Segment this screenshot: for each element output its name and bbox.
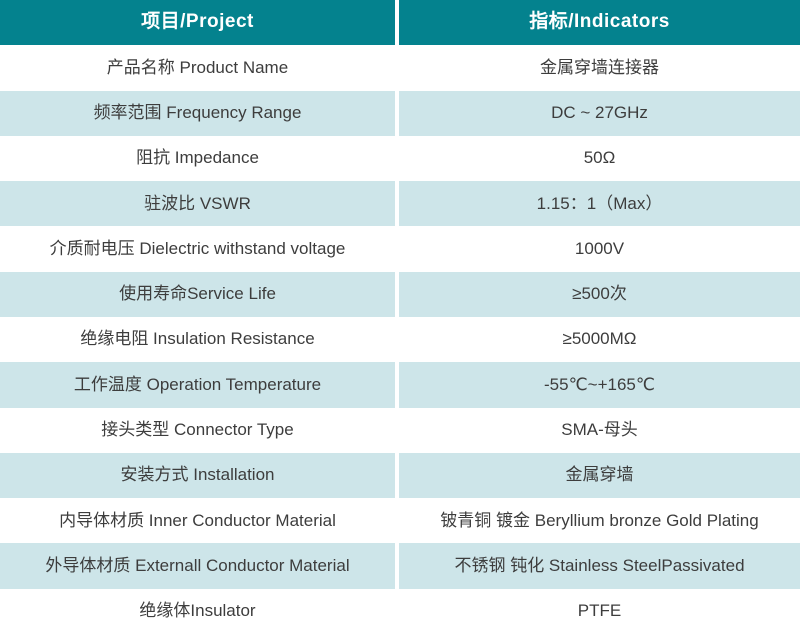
indicator-cell: ≥500次 (399, 271, 800, 317)
table-row-insulator: 绝缘体Insulator PTFE (0, 588, 800, 634)
project-cell: 阻抗 Impedance (0, 135, 395, 182)
indicator-cell: ≥5000MΩ (399, 316, 800, 363)
project-cell: 外导体材质 Externall Conductor Material (0, 543, 395, 589)
table-row-connector-type: 接头类型 Connector Type SMA-母头 (0, 407, 800, 453)
table-row-insulation-resistance: 绝缘电阻 Insulation Resistance ≥5000MΩ (0, 316, 800, 363)
table-row-frequency-range: 频率范围 Frequency Range DC ~ 27GHz (0, 90, 800, 136)
project-cell: 绝缘电阻 Insulation Resistance (0, 316, 395, 363)
table-row-inner-conductor-material: 内导体材质 Inner Conductor Material 铍青铜 镀金 Be… (0, 498, 800, 544)
table-row-vswr: 驻波比 VSWR 1.15：1（Max） (0, 181, 800, 227)
project-cell: 使用寿命Service Life (0, 271, 395, 317)
indicator-cell: -55℃~+165℃ (399, 362, 800, 408)
project-cell: 驻波比 VSWR (0, 181, 395, 227)
indicator-cell: 铍青铜 镀金 Beryllium bronze Gold Plating (399, 498, 800, 544)
project-cell: 介质耐电压 Dielectric withstand voltage (0, 226, 395, 272)
table-row-impedance: 阻抗 Impedance 50Ω (0, 135, 800, 182)
project-cell: 绝缘体Insulator (0, 588, 395, 634)
indicator-cell: 金属穿墙 (399, 452, 800, 499)
indicator-cell: 50Ω (399, 135, 800, 182)
table-row-dielectric-withstand-voltage: 介质耐电压 Dielectric withstand voltage 1000V (0, 226, 800, 272)
indicator-cell: PTFE (399, 588, 800, 634)
indicator-cell: DC ~ 27GHz (399, 90, 800, 136)
project-cell: 接头类型 Connector Type (0, 407, 395, 453)
table-row-product-name: 产品名称 Product Name 金属穿墙连接器 (0, 45, 800, 91)
project-cell: 频率范围 Frequency Range (0, 90, 395, 136)
header-cell-project: 项目/Project (0, 0, 395, 46)
table-row-installation: 安装方式 Installation 金属穿墙 (0, 452, 800, 499)
indicator-cell: 不锈钢 钝化 Stainless SteelPassivated (399, 543, 800, 589)
project-cell: 工作温度 Operation Temperature (0, 362, 395, 408)
table-header-row: 项目/Project 指标/Indicators (0, 0, 800, 46)
indicator-cell: 1.15：1（Max） (399, 181, 800, 227)
table-row-service-life: 使用寿命Service Life ≥500次 (0, 271, 800, 317)
project-cell: 内导体材质 Inner Conductor Material (0, 498, 395, 544)
indicator-cell: SMA-母头 (399, 407, 800, 453)
project-cell: 产品名称 Product Name (0, 45, 395, 91)
indicator-cell: 1000V (399, 226, 800, 272)
project-cell: 安装方式 Installation (0, 452, 395, 499)
table-row-external-conductor-material: 外导体材质 Externall Conductor Material 不锈钢 钝… (0, 543, 800, 589)
table-row-operation-temperature: 工作温度 Operation Temperature -55℃~+165℃ (0, 362, 800, 408)
indicator-cell: 金属穿墙连接器 (399, 45, 800, 91)
header-cell-indicators: 指标/Indicators (399, 0, 800, 46)
